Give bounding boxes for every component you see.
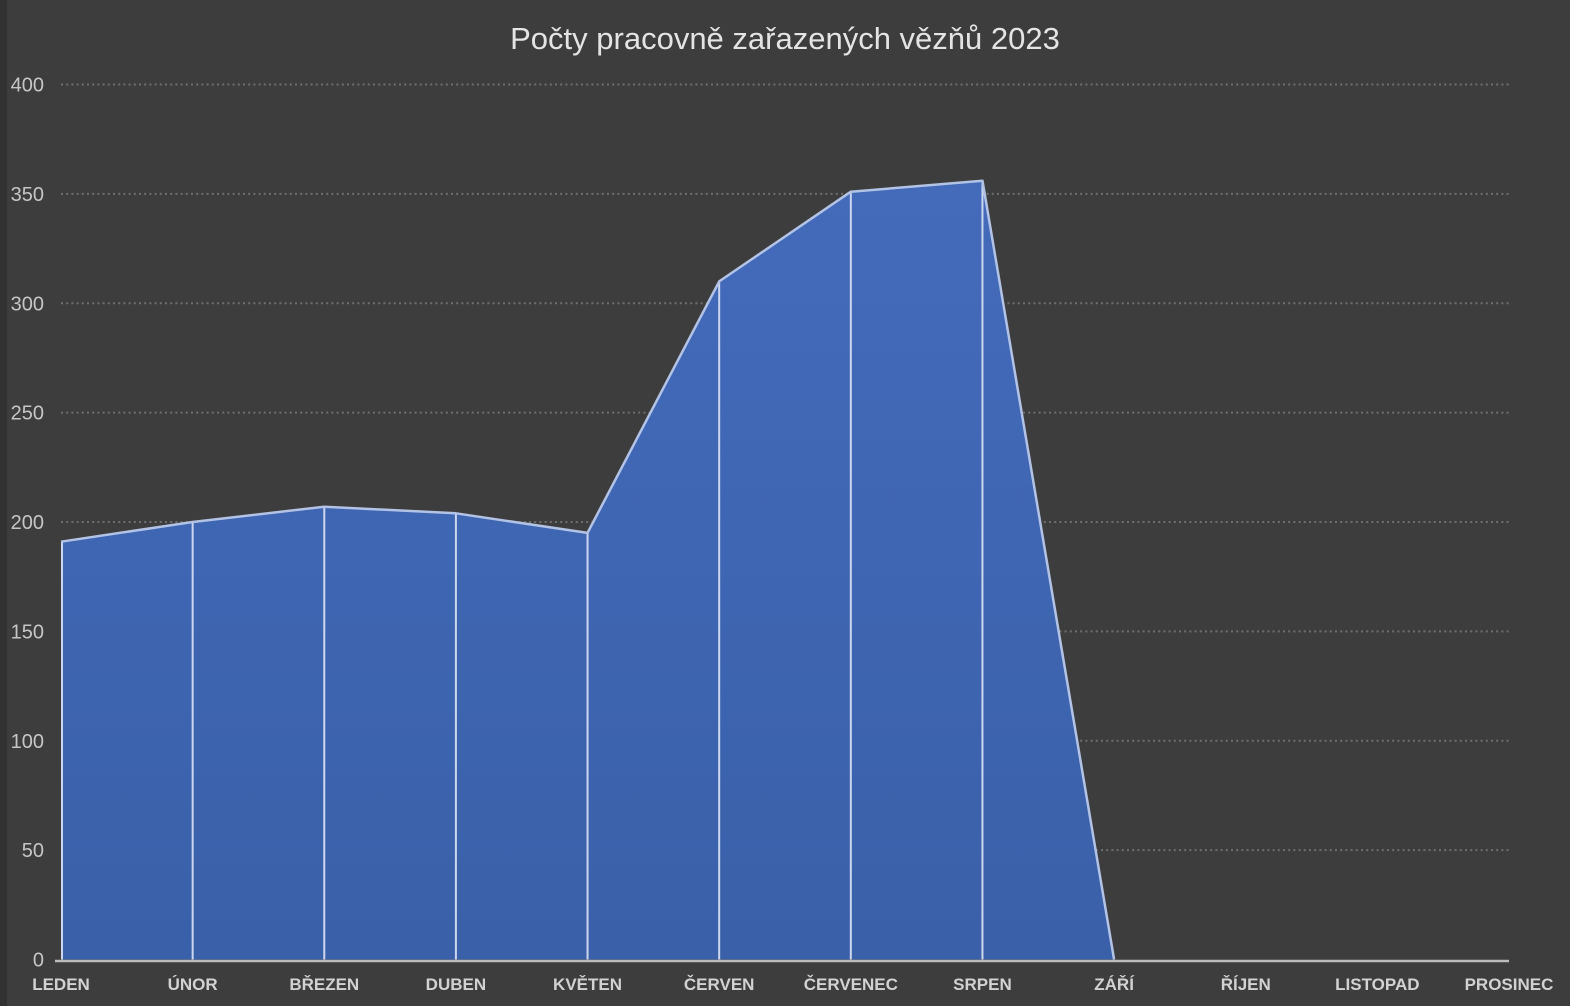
x-tick-label: KVĚTEN <box>553 975 622 994</box>
x-tick-label: ÚNOR <box>168 975 218 994</box>
y-tick-label: 250 <box>11 403 44 425</box>
y-tick-label: 350 <box>11 184 44 206</box>
x-tick-label: ŘÍJEN <box>1221 975 1271 994</box>
x-tick-label: PROSINEC <box>1465 975 1554 994</box>
y-tick-label: 150 <box>11 621 44 643</box>
x-tick-label: DUBEN <box>426 975 486 994</box>
chart-title: Počty pracovně zařazených vězňů 2023 <box>510 21 1060 56</box>
y-tick-label: 0 <box>33 950 44 972</box>
x-tick-label: LEDEN <box>32 975 90 994</box>
y-tick-label: 200 <box>11 512 44 534</box>
y-tick-labels-group: 0 50 100 150 200 250 300 350 400 <box>11 75 44 972</box>
x-tick-label: SRPEN <box>953 975 1012 994</box>
x-tick-label: ČERVEN <box>684 975 755 994</box>
x-tick-label: ČERVENEC <box>804 975 898 994</box>
y-tick-label: 400 <box>11 75 44 97</box>
x-tick-label: BŘEZEN <box>289 975 359 994</box>
left-edge-strip <box>0 0 7 1006</box>
x-tick-labels-group: LEDEN ÚNOR BŘEZEN DUBEN KVĚTEN ČERVEN ČERVENEC… <box>32 975 1553 994</box>
y-tick-label: 100 <box>11 731 44 753</box>
y-tick-label: 50 <box>22 840 44 862</box>
x-tick-label: ZÁŘÍ <box>1094 975 1135 994</box>
area-series-group <box>60 179 1509 960</box>
y-tick-label: 300 <box>11 293 44 315</box>
area-shape <box>61 180 1509 960</box>
x-tick-label: LISTOPAD <box>1335 975 1419 994</box>
area-border <box>60 179 1116 960</box>
